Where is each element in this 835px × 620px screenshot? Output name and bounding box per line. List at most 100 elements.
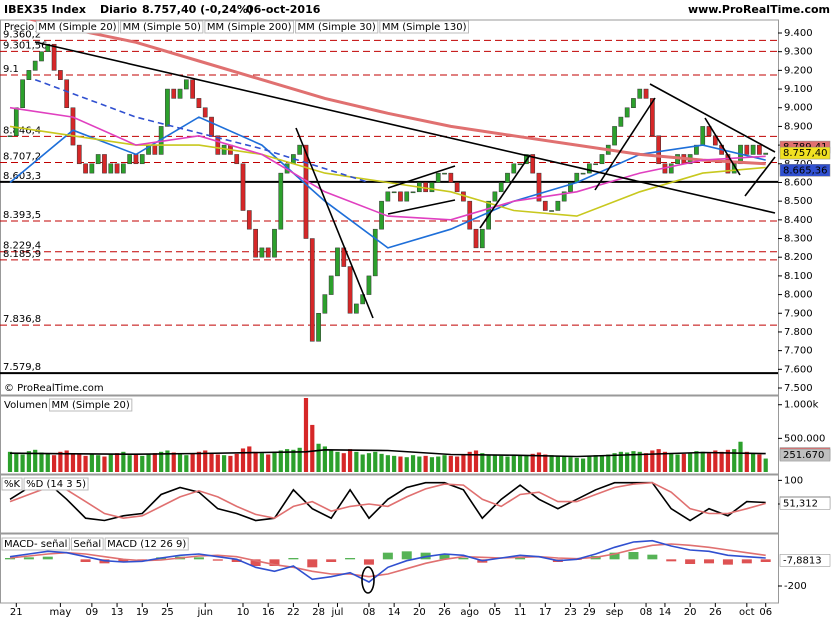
x-tick-label: jun bbox=[196, 607, 212, 618]
volume-bar bbox=[467, 451, 472, 472]
level-label: 8.603,3 bbox=[3, 171, 41, 182]
legend-entry: MM (Simple 50) bbox=[123, 22, 201, 33]
panel-frame bbox=[0, 474, 779, 534]
volume-bar bbox=[51, 455, 57, 472]
panel-frame bbox=[0, 533, 779, 604]
candle bbox=[530, 154, 536, 174]
legend-entry: Señal bbox=[73, 539, 101, 550]
series-line bbox=[9, 448, 766, 458]
candle bbox=[102, 154, 107, 174]
histogram-bar bbox=[647, 554, 658, 560]
legend-entry: MM (Simple 130) bbox=[382, 22, 467, 33]
x-tick-label: jul bbox=[331, 607, 344, 618]
candle bbox=[700, 126, 706, 146]
candle bbox=[354, 303, 359, 314]
histogram-bar bbox=[288, 558, 299, 560]
volume-bar bbox=[96, 455, 101, 472]
candle bbox=[127, 154, 133, 165]
volume-bar bbox=[140, 455, 145, 472]
volume-bar bbox=[366, 453, 372, 472]
candle bbox=[64, 79, 70, 108]
volume-bar bbox=[152, 453, 157, 472]
x-tick-label: 16 bbox=[262, 607, 275, 618]
volume-bar bbox=[379, 453, 384, 472]
series-line bbox=[9, 543, 766, 578]
y-tick-label: 9.300 bbox=[784, 47, 813, 58]
x-tick-label: sep bbox=[606, 607, 624, 618]
candle bbox=[95, 154, 101, 165]
value-badge-label: 8.665,36 bbox=[783, 165, 828, 176]
volume-bar bbox=[706, 453, 712, 472]
candle bbox=[391, 191, 397, 194]
series-line bbox=[9, 539, 766, 583]
volume-bar bbox=[757, 454, 762, 472]
panel: 9.360,29.301,56 9.1 8.846,4 8.707,2 8.603,3 8… bbox=[0, 20, 778, 375]
volume-bar bbox=[165, 450, 170, 472]
y-tick-label: 7.600 bbox=[784, 364, 813, 375]
legend-box bbox=[1, 537, 70, 551]
volume-bar bbox=[568, 457, 573, 472]
volume-bar bbox=[159, 451, 164, 472]
trend-line bbox=[387, 199, 456, 215]
volume-bar bbox=[725, 449, 731, 472]
series-line bbox=[27, 20, 766, 166]
candle bbox=[404, 191, 410, 202]
panel bbox=[7, 398, 768, 472]
candle bbox=[517, 163, 523, 166]
histogram-bar bbox=[250, 559, 261, 566]
candle bbox=[133, 154, 139, 165]
volume-bar bbox=[190, 453, 195, 472]
histogram-bar bbox=[722, 559, 733, 565]
x-tick-label: 23 bbox=[564, 607, 577, 618]
volume-bar bbox=[121, 451, 126, 472]
volume-bar bbox=[64, 450, 69, 472]
volume-bar bbox=[455, 456, 460, 472]
legend-entry: MM (Simple 20) bbox=[52, 400, 130, 411]
x-tick-label: 19 bbox=[136, 607, 149, 618]
symbol: IBEX35 Index bbox=[4, 3, 86, 16]
x-tick-label: 25 bbox=[161, 607, 174, 618]
candle bbox=[177, 88, 183, 99]
value-badge bbox=[779, 164, 831, 177]
histogram-bar bbox=[458, 558, 469, 560]
candle bbox=[372, 228, 378, 277]
candle bbox=[297, 144, 303, 155]
candle bbox=[171, 88, 177, 99]
volume-bar bbox=[398, 456, 403, 472]
volume-bar bbox=[114, 453, 120, 472]
histogram-bar bbox=[137, 559, 148, 560]
x-tick-label: 09 bbox=[86, 607, 99, 618]
candle bbox=[259, 247, 265, 258]
volume-bar bbox=[637, 451, 642, 472]
volume-bar bbox=[681, 453, 686, 472]
level-label: 9.360,2 bbox=[3, 29, 41, 40]
y-tick-label: 8.100 bbox=[784, 271, 813, 282]
candle bbox=[379, 200, 384, 230]
histogram-bar bbox=[401, 551, 412, 560]
volume-bar bbox=[209, 453, 214, 472]
volume-bar bbox=[247, 446, 252, 472]
candle bbox=[561, 191, 567, 202]
legend-entry: MM (Simple 20) bbox=[38, 22, 116, 33]
trend-line bbox=[649, 83, 776, 153]
histogram-bar bbox=[80, 559, 91, 562]
volume-bar bbox=[505, 456, 510, 472]
candle bbox=[139, 154, 145, 165]
volume-bar bbox=[316, 443, 321, 472]
site: www.ProRealTime.com bbox=[688, 3, 830, 16]
volume-bar bbox=[713, 450, 718, 472]
histogram-bar bbox=[515, 557, 526, 560]
volume-bar bbox=[492, 455, 498, 472]
x-tick-label: ago bbox=[460, 607, 479, 618]
legend-box bbox=[70, 537, 104, 551]
volume-bar bbox=[738, 441, 743, 472]
legend-box bbox=[379, 20, 469, 34]
histogram-bar bbox=[704, 559, 715, 564]
candle bbox=[26, 70, 32, 80]
x-tick-label: 22 bbox=[287, 607, 300, 618]
volume-bar bbox=[499, 455, 504, 472]
candle bbox=[750, 144, 756, 155]
x-tick-label: 28 bbox=[312, 607, 325, 618]
candle bbox=[744, 144, 750, 155]
volume-bar bbox=[102, 456, 107, 472]
